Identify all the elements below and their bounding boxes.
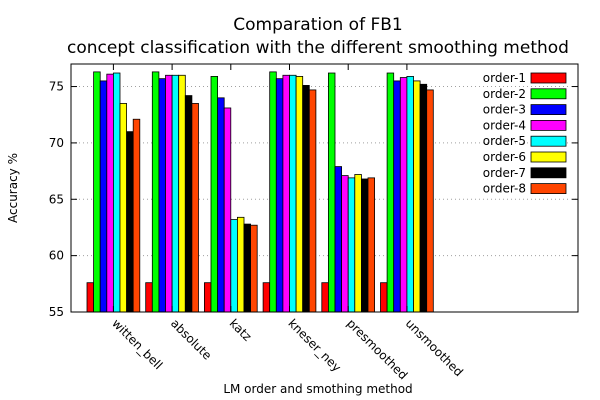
bar bbox=[106, 73, 114, 313]
bar bbox=[275, 78, 284, 313]
bar bbox=[86, 282, 94, 313]
x-tick-label: katz bbox=[227, 316, 255, 344]
legend-swatch bbox=[530, 183, 567, 195]
y-axis-label: Accuracy % bbox=[6, 153, 20, 223]
bar bbox=[203, 282, 212, 313]
bar bbox=[113, 72, 121, 313]
bar bbox=[308, 89, 317, 313]
bar bbox=[295, 76, 304, 313]
bar bbox=[126, 131, 134, 313]
bar bbox=[132, 118, 141, 313]
bar bbox=[341, 175, 349, 313]
bar bbox=[347, 177, 356, 313]
bar bbox=[158, 78, 166, 313]
legend-swatch bbox=[530, 104, 567, 115]
bar bbox=[413, 80, 421, 313]
plot-frame bbox=[70, 63, 579, 313]
legend-label: order-2 bbox=[483, 87, 526, 101]
bar bbox=[282, 74, 290, 313]
bar bbox=[171, 74, 180, 313]
bar bbox=[217, 97, 225, 313]
legend-swatch bbox=[530, 135, 567, 147]
legend-label: order-7 bbox=[483, 166, 526, 180]
legend-label: order-4 bbox=[483, 118, 526, 132]
y-tick-label: 60 bbox=[49, 249, 64, 263]
x-tick-label: witten_bell bbox=[109, 316, 165, 372]
bar bbox=[354, 174, 362, 313]
legend-swatch bbox=[530, 88, 567, 100]
bar bbox=[321, 282, 329, 313]
legend-label: order-8 bbox=[483, 182, 526, 196]
bar bbox=[262, 282, 271, 313]
bar bbox=[223, 107, 232, 313]
y-tick-label: 70 bbox=[49, 136, 64, 150]
y-tick-label: 75 bbox=[49, 80, 64, 94]
x-tick-label: presmoothed bbox=[344, 316, 410, 382]
bar bbox=[119, 103, 127, 313]
legend-swatch bbox=[530, 120, 567, 131]
bar bbox=[250, 224, 258, 313]
bar bbox=[393, 80, 401, 313]
bar bbox=[178, 74, 186, 313]
bar bbox=[165, 74, 173, 313]
bar bbox=[210, 76, 218, 313]
bar bbox=[367, 177, 375, 313]
bar bbox=[243, 223, 251, 313]
legend-label: order-6 bbox=[483, 150, 526, 164]
bar bbox=[399, 77, 408, 313]
bar bbox=[302, 85, 310, 313]
bar bbox=[99, 80, 108, 313]
bars bbox=[86, 71, 434, 313]
chart-title-line-1: Comparation of FB1 bbox=[233, 15, 402, 35]
bar bbox=[191, 103, 199, 313]
legend-swatch bbox=[530, 151, 567, 163]
bar bbox=[93, 71, 101, 313]
bar bbox=[327, 72, 336, 313]
chart-title-line-2: concept classification with the differen… bbox=[67, 38, 569, 58]
bar bbox=[151, 71, 160, 313]
y-axis: 55 60 65 70 75 bbox=[49, 80, 578, 319]
bar bbox=[230, 219, 238, 313]
x-axis-label: LM order and smothing method bbox=[223, 382, 412, 396]
bar bbox=[360, 178, 369, 313]
x-tick-label: unsmoothed bbox=[403, 316, 466, 379]
legend-swatch bbox=[530, 72, 567, 84]
legend-label: order-1 bbox=[483, 71, 526, 85]
legend-label: order-3 bbox=[483, 103, 526, 117]
bar bbox=[419, 83, 428, 313]
bar bbox=[269, 71, 277, 313]
legend-swatch bbox=[530, 167, 567, 179]
bar bbox=[184, 95, 193, 313]
legend-label: order-5 bbox=[483, 134, 526, 148]
y-tick-label: 55 bbox=[49, 305, 64, 319]
bar bbox=[145, 282, 153, 313]
x-tick-label: kneser_ney bbox=[285, 316, 343, 374]
y-tick-label: 65 bbox=[49, 192, 64, 206]
bar bbox=[236, 216, 245, 313]
bar bbox=[426, 89, 434, 313]
x-tick-label: absolute bbox=[168, 316, 214, 362]
bar bbox=[380, 282, 388, 313]
bar bbox=[334, 166, 342, 313]
bar bbox=[289, 74, 297, 313]
bar bbox=[386, 72, 395, 313]
bar bbox=[406, 76, 414, 313]
